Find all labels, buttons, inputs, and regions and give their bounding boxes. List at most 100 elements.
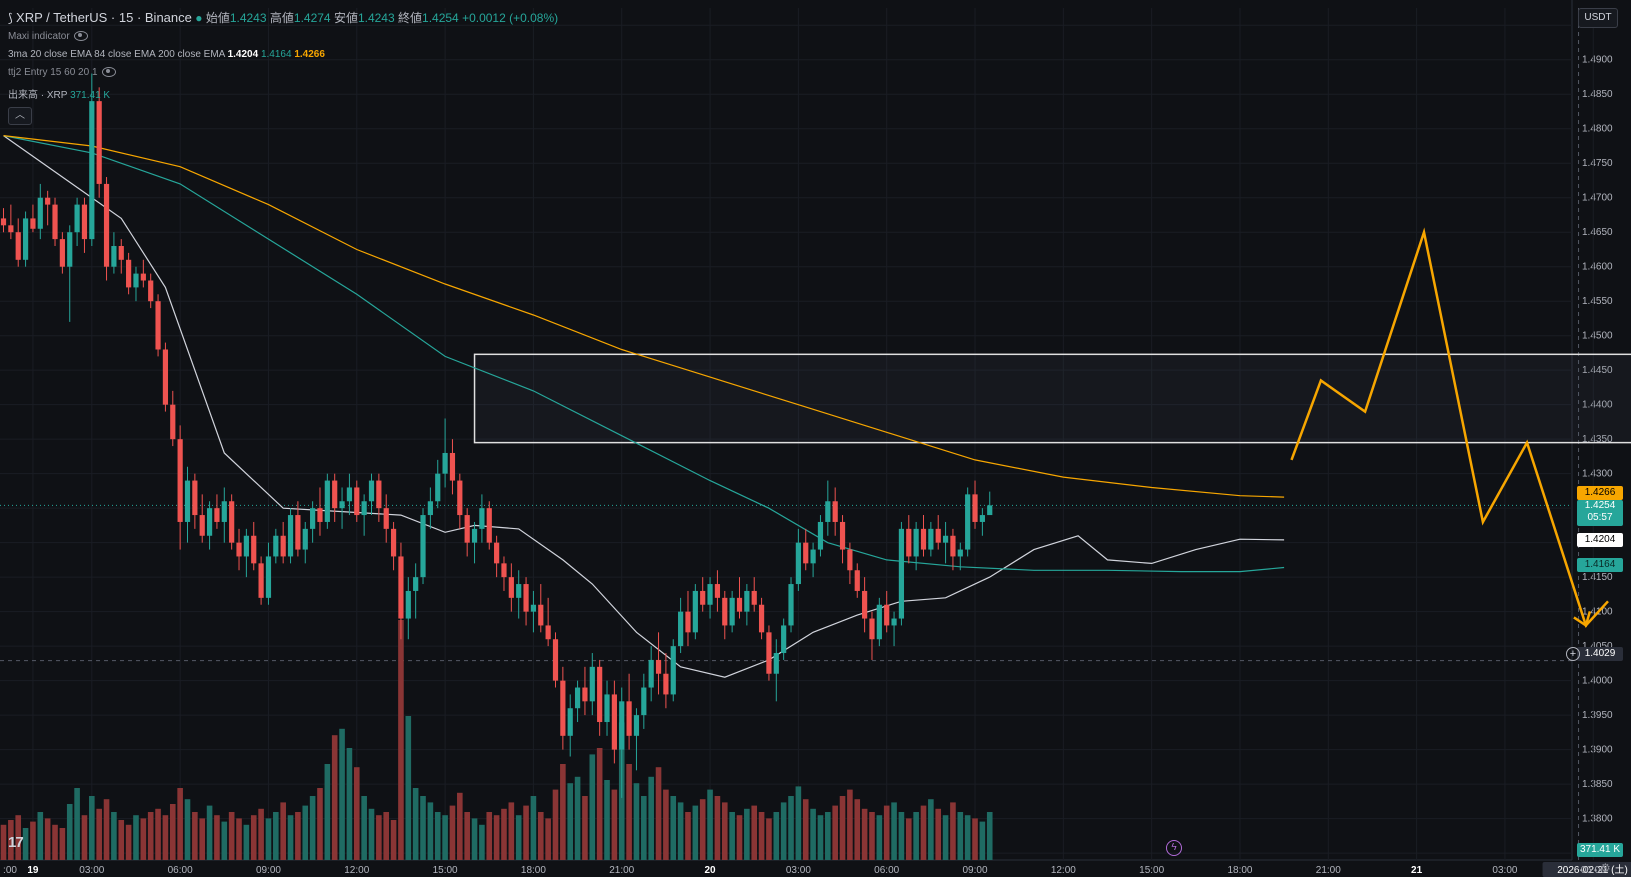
volume-bar — [537, 812, 544, 860]
candle-body — [523, 584, 529, 612]
volume-bar — [243, 824, 250, 860]
candle-body — [177, 439, 183, 522]
hidden-eye-icon[interactable] — [101, 67, 116, 78]
candle-body — [633, 715, 640, 736]
candle-body — [707, 584, 713, 605]
x-tick-label: 15:00 — [433, 865, 458, 876]
last-price-value: 1.4254 — [1584, 500, 1616, 511]
candle-body — [442, 452, 448, 474]
candle-body — [221, 501, 227, 522]
volume-bar — [744, 808, 750, 860]
symbol-header: ⟆ XRP / TetherUS · 15 · Binance ● 始値1.42… — [8, 9, 558, 26]
volume-bar — [309, 796, 316, 860]
volume-indicator-label: 出来高 · XRP — [8, 90, 68, 101]
candle-body — [788, 584, 794, 626]
volume-bar — [854, 799, 861, 860]
candle-body — [67, 232, 73, 267]
candle-body — [567, 708, 573, 736]
volume-bar — [169, 804, 176, 860]
candle-body — [494, 542, 500, 564]
volume-bar — [780, 802, 787, 860]
volume-bar — [817, 815, 824, 860]
volume-bar — [766, 818, 772, 860]
volume-bar — [74, 788, 80, 860]
lightning-icon[interactable]: ϟ — [1166, 840, 1182, 856]
volume-bar — [0, 824, 7, 860]
volume-bar — [434, 812, 441, 860]
candle-body — [920, 528, 927, 550]
x-tick-label: 03:00 — [79, 865, 104, 876]
volume-bar — [250, 815, 257, 860]
candle-body — [810, 549, 816, 564]
volume-bar — [59, 828, 66, 860]
ema20-line — [3, 135, 1285, 678]
date-cursor-box — [1542, 862, 1631, 877]
volume-bar — [89, 796, 95, 860]
volume-bar — [986, 812, 993, 860]
candle-body — [96, 101, 102, 184]
candle-body — [214, 508, 220, 522]
candle-body — [736, 597, 743, 612]
candle-body — [148, 280, 154, 302]
candle-body — [361, 501, 367, 516]
volume-bar — [839, 796, 846, 860]
volume-bar — [721, 802, 728, 860]
collapse-legend-button[interactable]: ︿ — [8, 107, 32, 125]
y-tick-label: 1.3800 — [1582, 814, 1613, 825]
volume-bar — [30, 821, 36, 860]
add-alert-icon[interactable]: + — [1566, 647, 1580, 661]
volume-bar — [15, 815, 22, 860]
volume-bar — [663, 789, 669, 860]
volume-bar — [515, 815, 522, 860]
volume-bar — [486, 812, 493, 860]
candle-body — [729, 597, 735, 626]
candle-body — [243, 535, 249, 557]
candle-body — [339, 501, 345, 509]
volume-bar — [479, 824, 485, 860]
volume-bar — [773, 812, 780, 860]
volume-bar — [214, 815, 220, 860]
volume-bar — [891, 802, 897, 860]
candle-body — [162, 349, 169, 405]
volume-bar — [471, 818, 478, 860]
candle-body — [332, 480, 338, 509]
y-tick-label: 1.4750 — [1582, 158, 1613, 169]
candle-body — [376, 480, 382, 509]
symbol-title[interactable]: XRP / TetherUS · 15 · Binance — [16, 10, 192, 25]
candle-body — [972, 494, 978, 522]
volume-bar — [928, 799, 934, 860]
ema200-price-box: 1.4266 — [1577, 486, 1623, 500]
candle-body — [942, 535, 949, 543]
maxi-indicator-row[interactable]: Maxi indicator — [8, 31, 88, 42]
settings-gear-icon[interactable]: ⚙ — [1600, 861, 1611, 875]
x-tick-label: 21:00 — [609, 865, 634, 876]
volume-indicator-row[interactable]: 出来高 · XRP 371.41 K — [8, 86, 110, 101]
candle-body — [928, 528, 934, 550]
candle-body — [751, 590, 757, 605]
y-tick-label: 1.4500 — [1582, 331, 1613, 342]
high-label: 高値 — [269, 11, 294, 25]
volume-bar — [111, 812, 117, 860]
x-tick-label: 19 — [27, 865, 39, 876]
volume-bar — [920, 805, 927, 860]
y-tick-label: 1.4400 — [1582, 400, 1613, 411]
candle-body — [383, 508, 389, 529]
candle-body — [839, 521, 846, 550]
hidden-eye-icon[interactable] — [73, 31, 88, 42]
candle-body — [398, 556, 404, 619]
ema-indicator-row[interactable]: 3ma 20 close EMA 84 close EMA 200 close … — [8, 49, 325, 60]
currency-button[interactable]: USDT — [1578, 8, 1618, 28]
volume-bar — [655, 767, 662, 860]
y-tick-label: 1.4650 — [1582, 227, 1613, 238]
candle-body — [913, 528, 919, 557]
candle-body — [648, 659, 654, 688]
volume-bar — [22, 828, 29, 860]
x-tick-label: 12:00 — [1051, 865, 1076, 876]
candle-body — [0, 218, 7, 226]
candle-body — [898, 528, 905, 619]
x-tick-label: 03:00 — [1492, 865, 1517, 876]
candle-body — [126, 259, 132, 288]
ttj-indicator-row[interactable]: ttj2 Entry 15 60 20 1 — [8, 67, 116, 78]
volume-bar — [383, 812, 390, 860]
